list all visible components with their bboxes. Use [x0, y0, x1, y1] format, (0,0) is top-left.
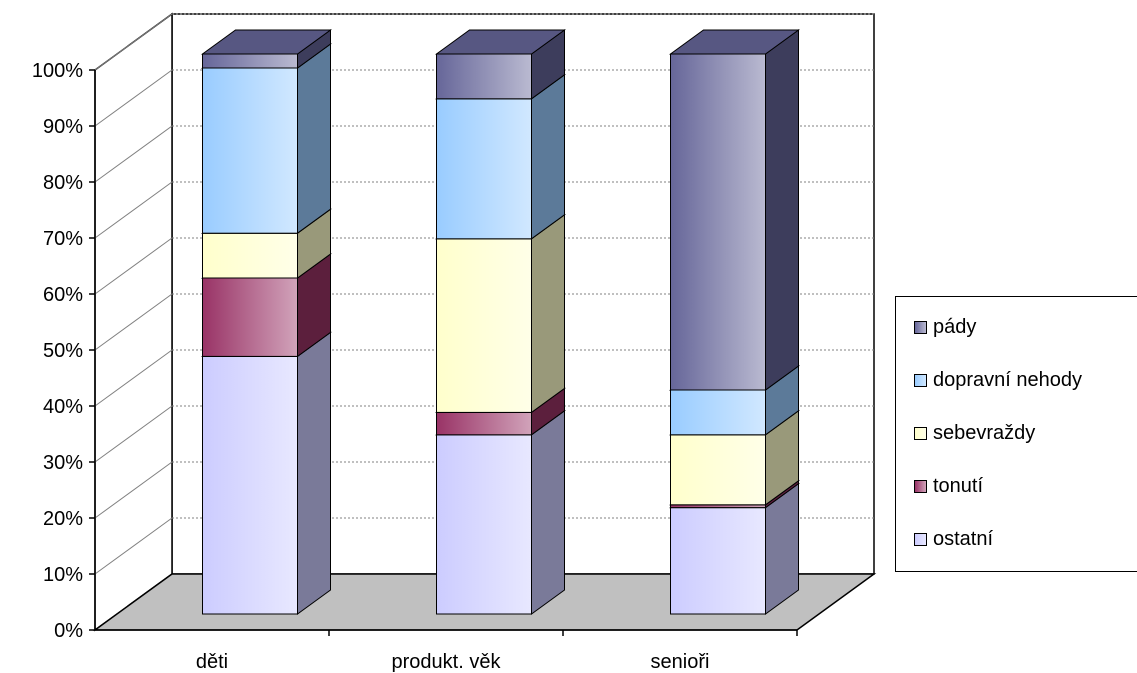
- bar-side: [531, 213, 565, 414]
- legend-swatch: [914, 426, 927, 440]
- bar-segment: [434, 213, 567, 414]
- bar-stack-2: [668, 29, 801, 615]
- bar-segment: [200, 29, 333, 69]
- bar-face: [202, 232, 298, 279]
- bar-side: [531, 409, 565, 615]
- bar-face: [202, 277, 298, 357]
- bar-face: [202, 355, 298, 615]
- y-tick-labels: 0% 10% 20% 30% 40% 50% 60% 70% 80% 90% 100%: [32, 60, 83, 642]
- bar-face: [670, 507, 766, 615]
- legend-item: pády: [914, 315, 976, 339]
- bar-segment: [200, 331, 333, 615]
- y-tick-label: 50%: [43, 340, 83, 362]
- axes: [89, 69, 798, 636]
- legend-label: sebevraždy: [933, 421, 1036, 444]
- x-tick-label: produkt. věk: [392, 651, 502, 673]
- legend-label: pády: [933, 315, 977, 338]
- y-tick-label: 70%: [43, 228, 83, 250]
- bar-side: [765, 29, 799, 391]
- legend-label: tonutí: [933, 474, 984, 497]
- bar-top: [200, 29, 333, 55]
- y-tick-label: 100%: [32, 60, 83, 82]
- bar-segment: [434, 29, 567, 100]
- legend-swatch: [914, 479, 927, 493]
- bar-top: [668, 29, 801, 55]
- bar-face: [670, 53, 766, 391]
- bar-segment: [200, 43, 333, 235]
- bar-side: [297, 43, 331, 235]
- bar-face: [436, 53, 532, 100]
- gridline-side: [94, 461, 173, 519]
- bar-side: [297, 331, 331, 615]
- bar-face: [436, 411, 532, 436]
- bar-face: [436, 238, 532, 413]
- legend-item: sebevraždy: [914, 421, 1035, 445]
- gridline-side: [94, 13, 173, 71]
- x-tick-labels: děti produkt. věk senioři: [196, 651, 710, 673]
- legend-label: ostatní: [933, 527, 994, 550]
- y-tick-label: 20%: [43, 508, 83, 530]
- bar-face: [436, 434, 532, 615]
- y-tick-label: 60%: [43, 284, 83, 306]
- bar-stack-1: [434, 29, 567, 615]
- legend-swatch: [914, 373, 927, 387]
- gridline-side: [94, 405, 173, 463]
- bar-side: [531, 73, 565, 240]
- x-tick-label: děti: [196, 651, 228, 673]
- gridline-side: [94, 69, 173, 127]
- legend-item: dopravní nehody: [914, 368, 1082, 392]
- bar-segment: [434, 73, 567, 240]
- bar-face: [202, 53, 298, 69]
- legend-item: ostatní: [914, 527, 993, 551]
- gridline-side: [94, 237, 173, 295]
- gridline-side: [94, 125, 173, 183]
- legend-item: tonutí: [914, 474, 983, 498]
- y-tick-label: 40%: [43, 396, 83, 418]
- gridline-side: [94, 517, 173, 575]
- bar-face: [670, 389, 766, 436]
- bar-face: [202, 67, 298, 234]
- bars: [200, 29, 801, 615]
- legend: pády dopravní nehody sebevraždy tonutí ostat…: [895, 296, 1137, 572]
- y-tick-label: 90%: [43, 116, 83, 138]
- y-tick-label: 80%: [43, 172, 83, 194]
- bar-segment: [434, 409, 567, 615]
- y-tick-label: 30%: [43, 452, 83, 474]
- legend-swatch: [914, 532, 927, 546]
- legend-swatch: [914, 320, 927, 334]
- x-tick-label: senioři: [651, 651, 710, 673]
- gridline-side: [94, 349, 173, 407]
- bar-face: [436, 98, 532, 240]
- bar-segment: [668, 29, 801, 391]
- legend-label: dopravní nehody: [933, 368, 1083, 391]
- y-tick-label: 0%: [54, 620, 83, 642]
- gridline-side: [94, 181, 173, 239]
- bar-face: [670, 434, 766, 506]
- bar-top: [434, 29, 567, 55]
- gridline-side: [94, 293, 173, 351]
- y-tick-label: 10%: [43, 564, 83, 586]
- bar-stack-0: [200, 29, 333, 615]
